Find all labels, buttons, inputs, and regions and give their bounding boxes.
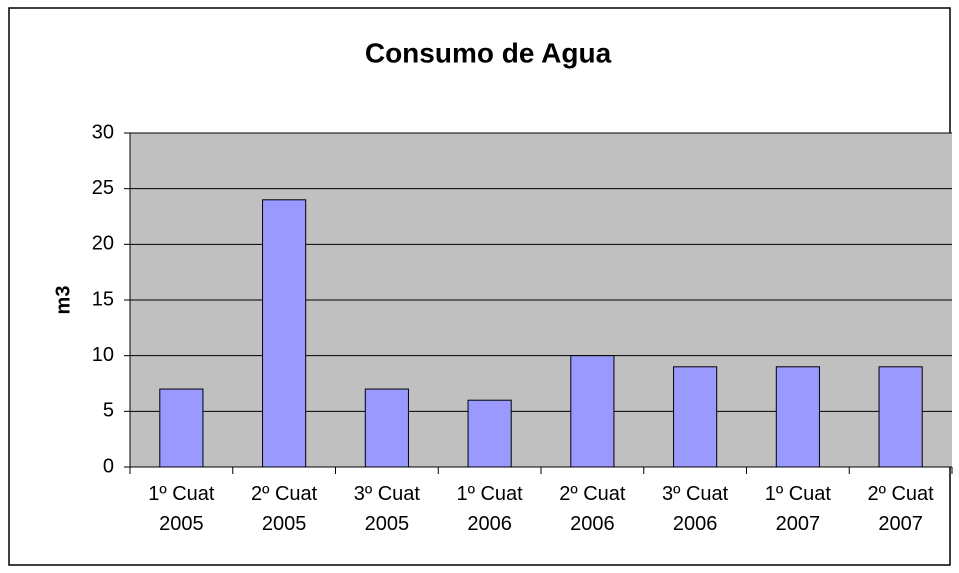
bar [570, 355, 615, 468]
bar [159, 388, 204, 468]
x-tick-label: 3º Cuat 2006 [662, 483, 729, 535]
y-tick-label: 5 [103, 400, 114, 422]
y-tick-label: 30 [92, 121, 114, 143]
bar [878, 366, 923, 468]
bar [262, 199, 307, 468]
x-tick-label: 2º Cuat 2007 [867, 483, 934, 535]
bar [364, 388, 409, 468]
bar [775, 366, 820, 468]
x-tick-label: 2º Cuat 2005 [251, 483, 318, 535]
x-tick-label: 1º Cuat 2006 [456, 483, 523, 535]
y-axis-label: m3 [52, 286, 74, 315]
x-tick-label: 3º Cuat 2005 [353, 483, 420, 535]
y-tick-label: 10 [92, 344, 114, 366]
x-tick-label: 2º Cuat 2006 [559, 483, 626, 535]
bar [673, 366, 718, 468]
x-tick-label: 1º Cuat 2005 [148, 483, 215, 535]
y-tick-label: 20 [92, 233, 114, 255]
y-tick-label: 25 [92, 177, 114, 199]
bar [467, 399, 512, 468]
y-tick-label: 15 [92, 288, 114, 310]
chart-title: Consumo de Agua [365, 37, 612, 68]
x-tick-label: 1º Cuat 2007 [764, 483, 831, 535]
y-tick-label: 0 [103, 455, 114, 477]
